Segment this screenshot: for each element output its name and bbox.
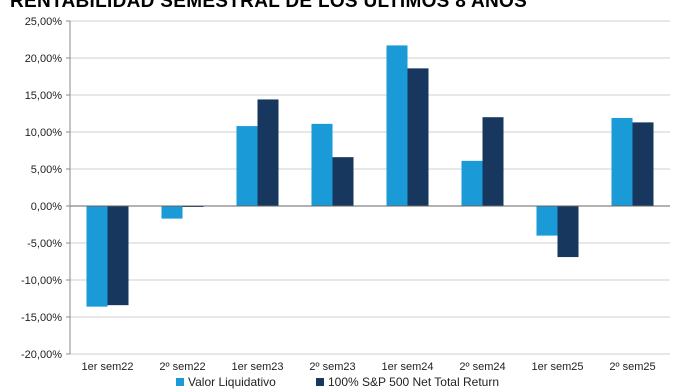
bar-sp500-0 xyxy=(107,206,129,306)
y-tick-label: -10,00% xyxy=(21,275,62,287)
bar-valor-liquidativo-5 xyxy=(461,160,483,206)
bar-sp500-6 xyxy=(557,206,579,258)
x-axis-categories: 1er sem22 2º sem22 1er sem23 2º sem23 1er se… xyxy=(82,361,656,373)
bar-valor-liquidativo-1 xyxy=(161,206,183,219)
x-category-label: 1er sem22 xyxy=(82,361,134,373)
y-tick-label: -5,00% xyxy=(27,238,62,250)
x-category-label: 2º sem23 xyxy=(309,361,355,373)
legend-swatch xyxy=(316,378,324,386)
bar-valor-liquidativo-2 xyxy=(236,126,258,206)
y-axis-ticks: 25,00% 20,00% 15,00% 10,00% 5,00% 0,00% -5,00%… xyxy=(21,16,70,361)
bar-sp500-3 xyxy=(332,157,354,206)
bar-sp500-2 xyxy=(257,99,279,206)
bar-sp500-4 xyxy=(407,68,429,206)
x-category-label: 1er sem25 xyxy=(532,361,584,373)
x-category-label: 2º sem22 xyxy=(159,361,205,373)
bar-valor-liquidativo-7 xyxy=(611,117,633,206)
bar-valor-liquidativo-6 xyxy=(536,206,558,236)
x-category-label: 1er sem24 xyxy=(382,361,434,373)
y-tick-label: 15,00% xyxy=(25,90,63,102)
y-tick-label: -15,00% xyxy=(21,312,62,324)
bar-sp500-7 xyxy=(632,122,654,206)
bar-valor-liquidativo-3 xyxy=(311,123,333,206)
bar-valor-liquidativo-4 xyxy=(386,45,408,206)
x-category-label: 1er sem23 xyxy=(232,361,284,373)
x-category-label: 2º sem24 xyxy=(459,361,505,373)
y-tick-label: -20,00% xyxy=(21,349,62,361)
bars xyxy=(86,45,654,307)
gridlines xyxy=(70,20,670,355)
legend: Valor Liquidativo 100% S&P 500 Net Total … xyxy=(176,375,499,389)
legend-swatch xyxy=(176,378,184,386)
y-tick-label: 25,00% xyxy=(25,16,63,28)
x-category-label: 2º sem25 xyxy=(609,361,655,373)
chart-title: RENTABILIDAD SEMESTRAL DE LOS ÚLTIMOS 8 … xyxy=(10,0,528,12)
y-tick-label: 20,00% xyxy=(25,53,63,65)
bar-valor-liquidativo-0 xyxy=(86,206,108,307)
legend-label: 100% S&P 500 Net Total Return xyxy=(328,375,499,389)
y-tick-label: 0,00% xyxy=(31,201,62,213)
bar-sp500-5 xyxy=(482,117,504,206)
y-tick-label: 5,00% xyxy=(31,164,62,176)
legend-label: Valor Liquidativo xyxy=(188,375,276,389)
y-tick-label: 10,00% xyxy=(25,127,63,139)
